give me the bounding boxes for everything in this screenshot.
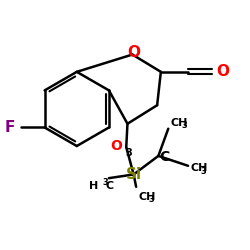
Text: F: F xyxy=(4,120,15,135)
Text: O: O xyxy=(110,139,122,153)
Text: C: C xyxy=(105,180,113,190)
Text: 3: 3 xyxy=(149,195,155,204)
Text: 3: 3 xyxy=(181,121,187,130)
Text: Si: Si xyxy=(126,167,142,182)
Text: O: O xyxy=(127,45,140,60)
Text: H: H xyxy=(89,180,99,190)
Text: CH: CH xyxy=(138,192,156,202)
Text: C: C xyxy=(160,150,170,164)
Text: 3: 3 xyxy=(126,148,132,158)
Text: 3: 3 xyxy=(102,178,108,187)
Text: O: O xyxy=(216,64,229,79)
Text: CH: CH xyxy=(190,163,208,173)
Text: 3: 3 xyxy=(201,167,207,176)
Text: CH: CH xyxy=(171,118,188,128)
